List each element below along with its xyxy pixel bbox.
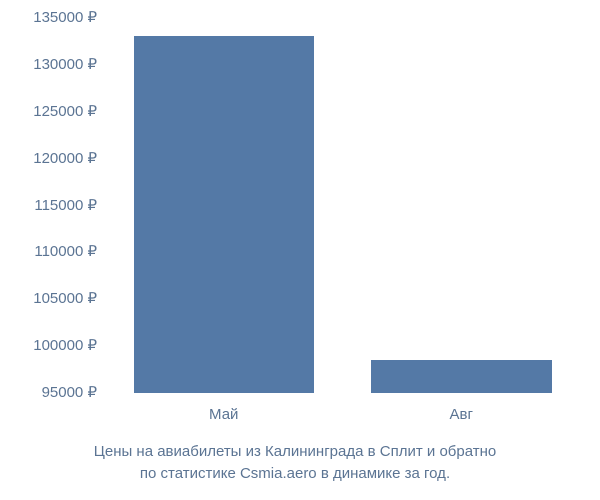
chart-container: 135000 ₽ 130000 ₽ 125000 ₽ 120000 ₽ 1150… xyxy=(0,0,600,500)
x-tick: Май xyxy=(134,406,315,423)
y-tick: 100000 ₽ xyxy=(33,338,97,353)
x-tick: Авг xyxy=(371,406,552,423)
y-tick: 105000 ₽ xyxy=(33,291,97,306)
y-tick: 115000 ₽ xyxy=(34,198,97,213)
bars-area xyxy=(105,10,580,400)
y-axis: 135000 ₽ 130000 ₽ 125000 ₽ 120000 ₽ 1150… xyxy=(10,10,105,400)
x-axis: Май Авг xyxy=(105,406,580,423)
plot-area: 135000 ₽ 130000 ₽ 125000 ₽ 120000 ₽ 1150… xyxy=(10,10,580,400)
y-tick: 120000 ₽ xyxy=(33,151,97,166)
caption-line-2: по статистике Csmia.aero в динамике за г… xyxy=(140,465,450,482)
y-tick: 95000 ₽ xyxy=(42,385,97,400)
y-tick: 130000 ₽ xyxy=(33,57,97,72)
caption-line-1: Цены на авиабилеты из Калининграда в Спл… xyxy=(94,443,496,460)
bar-Май xyxy=(134,36,315,393)
bar-Авг xyxy=(371,360,552,393)
y-tick: 110000 ₽ xyxy=(34,244,97,259)
y-tick: 125000 ₽ xyxy=(33,104,97,119)
y-tick: 135000 ₽ xyxy=(33,10,97,25)
chart-caption: Цены на авиабилеты из Калининграда в Спл… xyxy=(10,441,580,485)
